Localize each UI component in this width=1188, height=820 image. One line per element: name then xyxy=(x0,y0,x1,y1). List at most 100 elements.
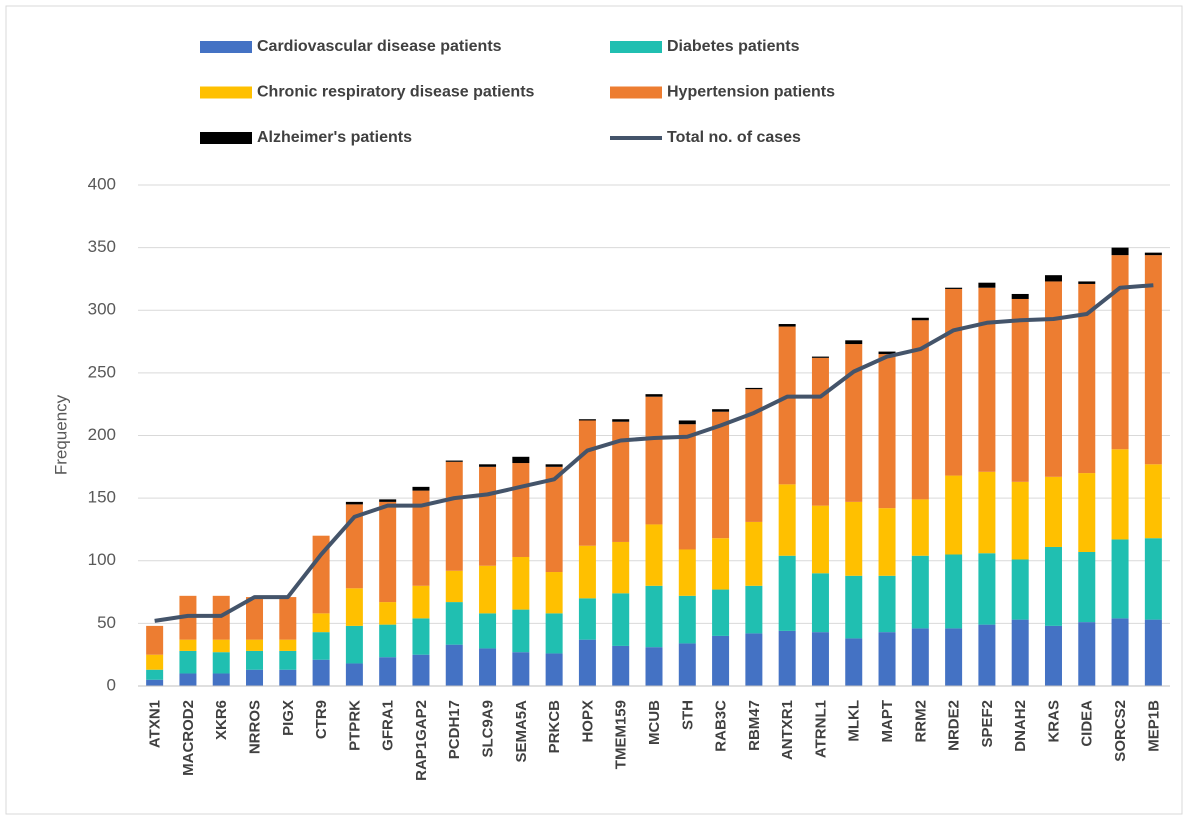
bar-segment xyxy=(246,669,264,686)
bar-segment xyxy=(578,419,596,421)
x-tick-label: SPEF2 xyxy=(979,700,996,748)
bar-segment xyxy=(345,501,363,505)
bar-segment xyxy=(645,394,663,397)
bar-segment xyxy=(246,650,264,670)
bar-segment xyxy=(146,679,164,686)
bar-segment xyxy=(1144,464,1162,539)
x-tick-label: ATRNL1 xyxy=(812,700,829,758)
bar-segment xyxy=(379,624,397,658)
bar-segment xyxy=(545,613,563,654)
x-tick-label: NRDE2 xyxy=(946,700,963,751)
bar-segment xyxy=(745,387,763,390)
bar-segment xyxy=(379,657,397,686)
bar-segment xyxy=(179,650,197,674)
bar-segment xyxy=(212,652,230,674)
bar-segment xyxy=(1011,293,1029,299)
bar-segment xyxy=(545,653,563,686)
bar-segment xyxy=(1144,538,1162,620)
bar-segment xyxy=(1111,247,1129,256)
bar-segment xyxy=(945,554,963,629)
legend-swatch xyxy=(200,41,252,53)
bar-segment xyxy=(678,420,696,425)
bar-segment xyxy=(512,556,530,610)
bar-segment xyxy=(1144,252,1162,256)
y-tick-label: 50 xyxy=(97,613,116,632)
x-tick-label: KRAS xyxy=(1045,700,1062,743)
bar-segment xyxy=(445,460,463,462)
bar-segment xyxy=(845,638,863,686)
y-axis-label: Frequency xyxy=(51,394,70,475)
x-tick-label: SLC9A9 xyxy=(480,700,497,758)
x-tick-label: MEP1B xyxy=(1145,700,1162,752)
bar-segment xyxy=(379,499,397,502)
bar-segment xyxy=(1044,281,1062,477)
bar-segment xyxy=(545,464,563,467)
bar-segment xyxy=(1078,622,1096,686)
x-tick-label: SORCS2 xyxy=(1112,700,1129,762)
bar-segment xyxy=(778,630,796,686)
legend-swatch xyxy=(610,41,662,53)
bar-segment xyxy=(146,625,164,655)
bar-segment xyxy=(1044,625,1062,686)
total-line xyxy=(154,283,1154,623)
bar-segment xyxy=(279,650,297,670)
bar-segment xyxy=(1144,255,1162,465)
bar-segment xyxy=(345,504,363,589)
bar-segment xyxy=(678,595,696,644)
bar-segment xyxy=(445,602,463,645)
bar-segment xyxy=(911,628,929,686)
x-tick-label: ATXN1 xyxy=(147,700,164,748)
bar-segment xyxy=(279,597,297,640)
bar-segment xyxy=(1044,546,1062,626)
bar-segment xyxy=(1111,449,1129,540)
bar-segment xyxy=(512,463,530,557)
x-tick-label: PIGX xyxy=(280,700,297,736)
x-tick-label: STH xyxy=(679,700,696,730)
bar-segment xyxy=(1111,618,1129,686)
bar-segment xyxy=(279,639,297,651)
bar-segment xyxy=(778,326,796,485)
bar-segment xyxy=(545,466,563,573)
bar-segment xyxy=(778,324,796,327)
bar-segment xyxy=(479,464,497,467)
bar-segment xyxy=(811,505,829,574)
legend-label: Cardiovascular disease patients xyxy=(257,38,502,55)
bar-segment xyxy=(1111,255,1129,450)
bar-segment xyxy=(1011,619,1029,686)
bar-segment xyxy=(712,409,730,412)
bar-segment xyxy=(978,471,996,554)
bar-segment xyxy=(811,573,829,633)
y-tick-label: 100 xyxy=(88,550,116,569)
bar-segment xyxy=(578,420,596,546)
bar-segment xyxy=(845,501,863,576)
bar-segment xyxy=(312,632,330,660)
bar-segment xyxy=(645,585,663,648)
bar-segment xyxy=(645,647,663,686)
bar-segment xyxy=(312,535,330,614)
bar-segment xyxy=(878,575,896,633)
bar-segment xyxy=(1078,281,1096,284)
bar-segment xyxy=(578,598,596,640)
bar-segment xyxy=(945,628,963,686)
x-tick-label: PCDH17 xyxy=(446,700,463,759)
y-tick-label: 300 xyxy=(88,300,116,319)
chart-frame xyxy=(5,5,1183,815)
bar-segment xyxy=(612,593,630,646)
bar-segment xyxy=(412,618,430,655)
bar-segment xyxy=(978,553,996,625)
bar-segment xyxy=(146,654,164,670)
bar-segment xyxy=(578,639,596,686)
x-tick-label: MAPT xyxy=(879,700,896,743)
bar-segment xyxy=(612,541,630,594)
bar-segment xyxy=(645,524,663,586)
bar-segment xyxy=(212,639,230,653)
bar-segment xyxy=(945,287,963,289)
bar-segment xyxy=(811,632,829,686)
bar-segment xyxy=(778,484,796,556)
bar-segment xyxy=(645,396,663,525)
x-tick-label: RRM2 xyxy=(912,700,929,743)
x-tick-label: SEMA5A xyxy=(513,700,530,763)
bar-segment xyxy=(1078,283,1096,474)
bar-segment xyxy=(212,673,230,686)
